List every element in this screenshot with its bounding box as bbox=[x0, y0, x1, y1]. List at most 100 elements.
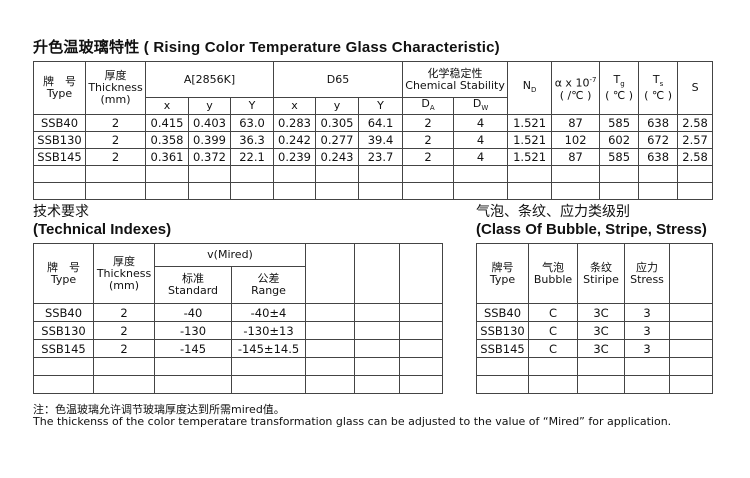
table-cell: 4 bbox=[453, 131, 509, 150]
empty-cell bbox=[230, 375, 307, 394]
table-row: SSB145 C 3C 3 bbox=[476, 339, 713, 358]
class-heading: 气泡、条纹、应力类级别 (Class Of Bubble, Stripe, Str… bbox=[476, 204, 707, 238]
empty-row bbox=[33, 357, 444, 376]
table-cell: 2 bbox=[85, 114, 146, 133]
table-cell: SSB40 bbox=[33, 303, 94, 322]
header-type: 牌 号 Type bbox=[33, 243, 94, 304]
table-cell: C bbox=[528, 303, 578, 322]
empty-row bbox=[33, 375, 444, 394]
table-cell: 585 bbox=[599, 114, 640, 133]
table-cell: -145 bbox=[154, 339, 232, 358]
sub-dw: DW bbox=[453, 96, 509, 116]
table-cell: 87 bbox=[551, 148, 601, 167]
empty-cell bbox=[528, 357, 578, 376]
empty-cell bbox=[145, 182, 189, 201]
table-cell: 23.7 bbox=[358, 148, 404, 167]
empty-cell bbox=[399, 357, 444, 376]
empty-cell bbox=[669, 243, 713, 304]
glass-characteristic-table: 牌 号 Type 厚度 Thickness (mm) A[2856K] D65 化学稳… bbox=[33, 60, 714, 201]
sub-da: DA bbox=[402, 96, 455, 116]
empty-cell bbox=[399, 375, 444, 394]
empty-cell bbox=[507, 182, 553, 201]
table-cell: 0.361 bbox=[145, 148, 189, 167]
technical-indexes-table: 牌 号 Type 厚度 Thickness (mm) v(Mired) 标准 Stand… bbox=[33, 243, 444, 394]
note-english: The thickenss of the color temperatare t… bbox=[33, 415, 672, 428]
header-ts: Ts( ℃ ) bbox=[638, 60, 679, 116]
empty-cell bbox=[577, 357, 625, 376]
header-stress: 应力 Stress bbox=[624, 243, 670, 304]
empty-row bbox=[476, 357, 713, 376]
empty-cell bbox=[453, 182, 509, 201]
table-cell: SSB145 bbox=[33, 148, 86, 167]
empty-cell bbox=[528, 375, 578, 394]
table-cell: -40 bbox=[154, 303, 232, 322]
table-row: SSB40 C 3C 3 bbox=[476, 303, 713, 322]
empty-cell bbox=[354, 303, 401, 322]
empty-cell bbox=[599, 165, 640, 184]
table-cell: SSB145 bbox=[476, 339, 529, 358]
header-mired: v(Mired) bbox=[153, 243, 307, 267]
empty-cell bbox=[188, 182, 231, 201]
table-cell: 1.521 bbox=[507, 148, 553, 167]
table-row: SSB130 2 0.358 0.399 36.3 0.242 0.277 39.4 2 4 1.5… bbox=[33, 131, 714, 150]
empty-cell bbox=[624, 375, 670, 394]
empty-cell bbox=[93, 357, 155, 376]
table-cell: 602 bbox=[599, 131, 640, 150]
table-cell: 39.4 bbox=[358, 131, 404, 150]
empty-cell bbox=[33, 375, 94, 394]
empty-cell bbox=[273, 182, 317, 201]
empty-cell bbox=[476, 357, 529, 376]
empty-cell bbox=[669, 339, 713, 358]
table-cell: 2.57 bbox=[677, 131, 714, 150]
table-cell: 2.58 bbox=[677, 114, 714, 133]
empty-cell bbox=[358, 182, 404, 201]
table-cell: 36.3 bbox=[229, 131, 275, 150]
table-cell: 4 bbox=[453, 114, 509, 133]
empty-cell bbox=[33, 165, 86, 184]
table-row: SSB130 C 3C 3 bbox=[476, 321, 713, 340]
empty-cell bbox=[354, 243, 401, 304]
table-row: SSB145 2 -145 -145±14.5 bbox=[33, 339, 444, 358]
table-cell: -145±14.5 bbox=[230, 339, 307, 358]
empty-cell bbox=[402, 165, 455, 184]
table-cell: SSB145 bbox=[33, 339, 94, 358]
table-cell: 64.1 bbox=[358, 114, 404, 133]
table-cell: 2 bbox=[85, 148, 146, 167]
empty-cell bbox=[402, 182, 455, 201]
empty-cell bbox=[638, 165, 679, 184]
table-cell: 3 bbox=[624, 339, 670, 358]
empty-row bbox=[476, 375, 713, 394]
page-title: 升色温玻璃特性 ( Rising Color Temperature Glass… bbox=[33, 39, 500, 56]
empty-cell bbox=[476, 375, 529, 394]
sub-x: x bbox=[145, 96, 189, 116]
header-standard: 标准 Standard bbox=[154, 266, 232, 304]
table-cell: 63.0 bbox=[229, 114, 275, 133]
table-cell: 2 bbox=[93, 339, 155, 358]
table-cell: 638 bbox=[638, 148, 679, 167]
empty-cell bbox=[315, 165, 360, 184]
table-cell: C bbox=[528, 339, 578, 358]
header-thickness: 厚度 Thickness (mm) bbox=[93, 243, 155, 304]
header-tg: Tg( ℃ ) bbox=[599, 60, 640, 116]
table-cell: 0.277 bbox=[315, 131, 360, 150]
table-row: SSB145 2 0.361 0.372 22.1 0.239 0.243 23.7 2 4 1.5… bbox=[33, 148, 714, 167]
empty-row bbox=[33, 182, 714, 201]
empty-cell bbox=[33, 182, 86, 201]
header-type: 牌号 Type bbox=[476, 243, 529, 304]
table-cell: -40±4 bbox=[230, 303, 307, 322]
table-cell: 2 bbox=[93, 303, 155, 322]
header-alpha: α x 10-7( /℃ ) bbox=[551, 60, 601, 116]
empty-cell bbox=[453, 165, 509, 184]
empty-cell bbox=[399, 339, 444, 358]
table-cell: 0.358 bbox=[145, 131, 189, 150]
table-cell: 3 bbox=[624, 321, 670, 340]
table-cell: SSB130 bbox=[476, 321, 529, 340]
sub-y: y bbox=[315, 96, 360, 116]
empty-cell bbox=[399, 303, 444, 322]
empty-cell bbox=[154, 375, 232, 394]
technical-indexes-heading: 技术要求 (Technical Indexes) bbox=[33, 204, 172, 238]
empty-cell bbox=[354, 321, 401, 340]
table-cell: 0.242 bbox=[273, 131, 317, 150]
table-cell: 638 bbox=[638, 114, 679, 133]
table-cell: 0.399 bbox=[188, 131, 231, 150]
